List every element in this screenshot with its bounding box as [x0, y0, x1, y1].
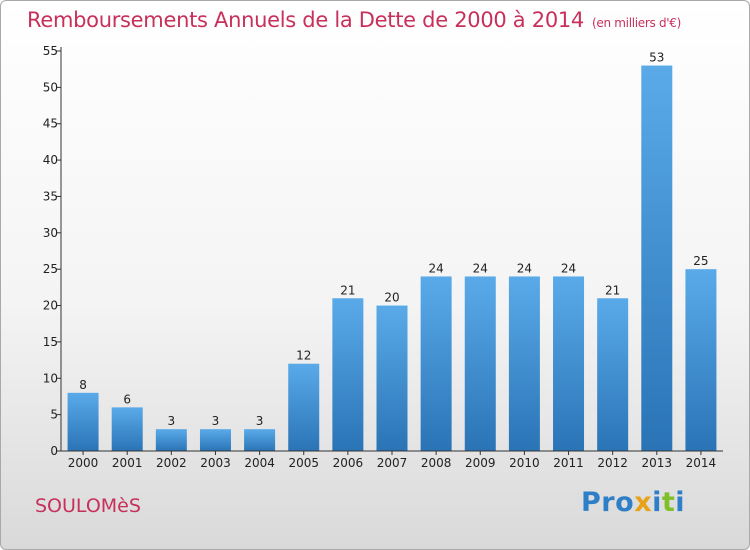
bars: 8 6 3 3 3 12 21 20 24 24 24 24 21 53 25 [67, 51, 717, 451]
y-tick-label: 30 [43, 226, 58, 240]
y-tick: 15 [43, 335, 61, 349]
bar [553, 276, 585, 451]
x-tick-label: 2005 [288, 456, 319, 470]
logo-letter: P [581, 487, 602, 518]
y-tick-label: 0 [50, 444, 58, 458]
bar [508, 276, 540, 451]
y-tick: 0 [50, 444, 61, 458]
y-tick-label: 45 [43, 117, 58, 131]
y-tick-label: 35 [43, 189, 58, 203]
bar [111, 407, 143, 451]
y-tick: 30 [43, 226, 61, 240]
x-tick-label: 2010 [509, 456, 540, 470]
data-label: 21 [605, 283, 620, 297]
x-tick-label: 2011 [553, 456, 584, 470]
chart-title: Remboursements Annuels de la Dette de 20… [27, 8, 681, 32]
y-tick-label: 55 [43, 44, 58, 58]
title-unit: (en milliers d'€) [592, 16, 682, 30]
bar [641, 65, 673, 451]
x-tick-label: 2001 [112, 456, 143, 470]
data-label: 3 [168, 414, 176, 428]
logo-letter: r [601, 487, 616, 518]
logo-letter: i [652, 487, 662, 518]
x-tick-label: 2006 [333, 456, 364, 470]
x-tick-label: 2009 [465, 456, 496, 470]
y-tick: 55 [43, 44, 61, 58]
logo-letter: o [615, 487, 635, 518]
data-label: 20 [384, 291, 399, 305]
y-axis: 0 5 10 15 20 25 30 35 40 45 50 55 [43, 44, 62, 458]
logo-letter: x [634, 487, 653, 518]
data-label: 24 [473, 261, 488, 275]
data-label: 24 [561, 261, 576, 275]
y-tick: 10 [43, 371, 61, 385]
y-tick-label: 15 [43, 335, 58, 349]
bar [685, 269, 717, 451]
data-label: 53 [649, 51, 664, 65]
data-label: 25 [693, 254, 708, 268]
x-tick-label: 2004 [244, 456, 275, 470]
y-tick-label: 25 [43, 262, 58, 276]
y-tick: 50 [43, 80, 61, 94]
x-axis: 2000 2001 2002 2003 2004 2005 2006 2007 2008 2009… [61, 450, 723, 470]
x-tick-label: 2012 [597, 456, 628, 470]
x-tick-label: 2008 [421, 456, 452, 470]
y-tick: 35 [43, 189, 61, 203]
logo-letter: t [661, 487, 676, 518]
data-label: 24 [517, 261, 532, 275]
title-main: Remboursements Annuels de la Dette de 20… [27, 8, 584, 32]
data-label: 21 [340, 283, 355, 297]
x-tick-label: 2007 [377, 456, 408, 470]
bar [244, 429, 276, 451]
y-tick: 5 [50, 408, 61, 422]
bar [597, 298, 629, 451]
data-label: 3 [256, 414, 264, 428]
x-tick-label: 2014 [686, 456, 717, 470]
y-tick-label: 50 [43, 80, 58, 94]
commune-name: SOULOMèS [35, 495, 141, 517]
y-tick: 40 [43, 153, 61, 167]
y-tick: 25 [43, 262, 61, 276]
y-tick-label: 40 [43, 153, 58, 167]
x-tick-label: 2003 [200, 456, 231, 470]
bar [464, 276, 496, 451]
data-label: 12 [296, 349, 311, 363]
y-tick-label: 10 [43, 371, 58, 385]
logo-letter: i [675, 487, 686, 518]
y-tick-label: 20 [43, 299, 58, 313]
data-label: 24 [428, 261, 443, 275]
bar [420, 276, 452, 451]
data-label: 3 [212, 414, 220, 428]
x-tick-label: 2000 [68, 456, 99, 470]
data-label: 8 [79, 378, 87, 392]
bar [288, 363, 320, 451]
y-tick: 20 [43, 299, 61, 313]
x-tick-label: 2002 [156, 456, 187, 470]
data-label: 6 [123, 392, 131, 406]
bar [155, 429, 187, 451]
x-tick-label: 2013 [642, 456, 673, 470]
y-tick-label: 5 [50, 408, 58, 422]
bar [376, 305, 408, 451]
y-tick: 45 [43, 117, 61, 131]
bar [332, 298, 364, 451]
proxiti-logo: Proxiti [581, 487, 685, 518]
bar [199, 429, 231, 451]
bar [67, 392, 99, 451]
